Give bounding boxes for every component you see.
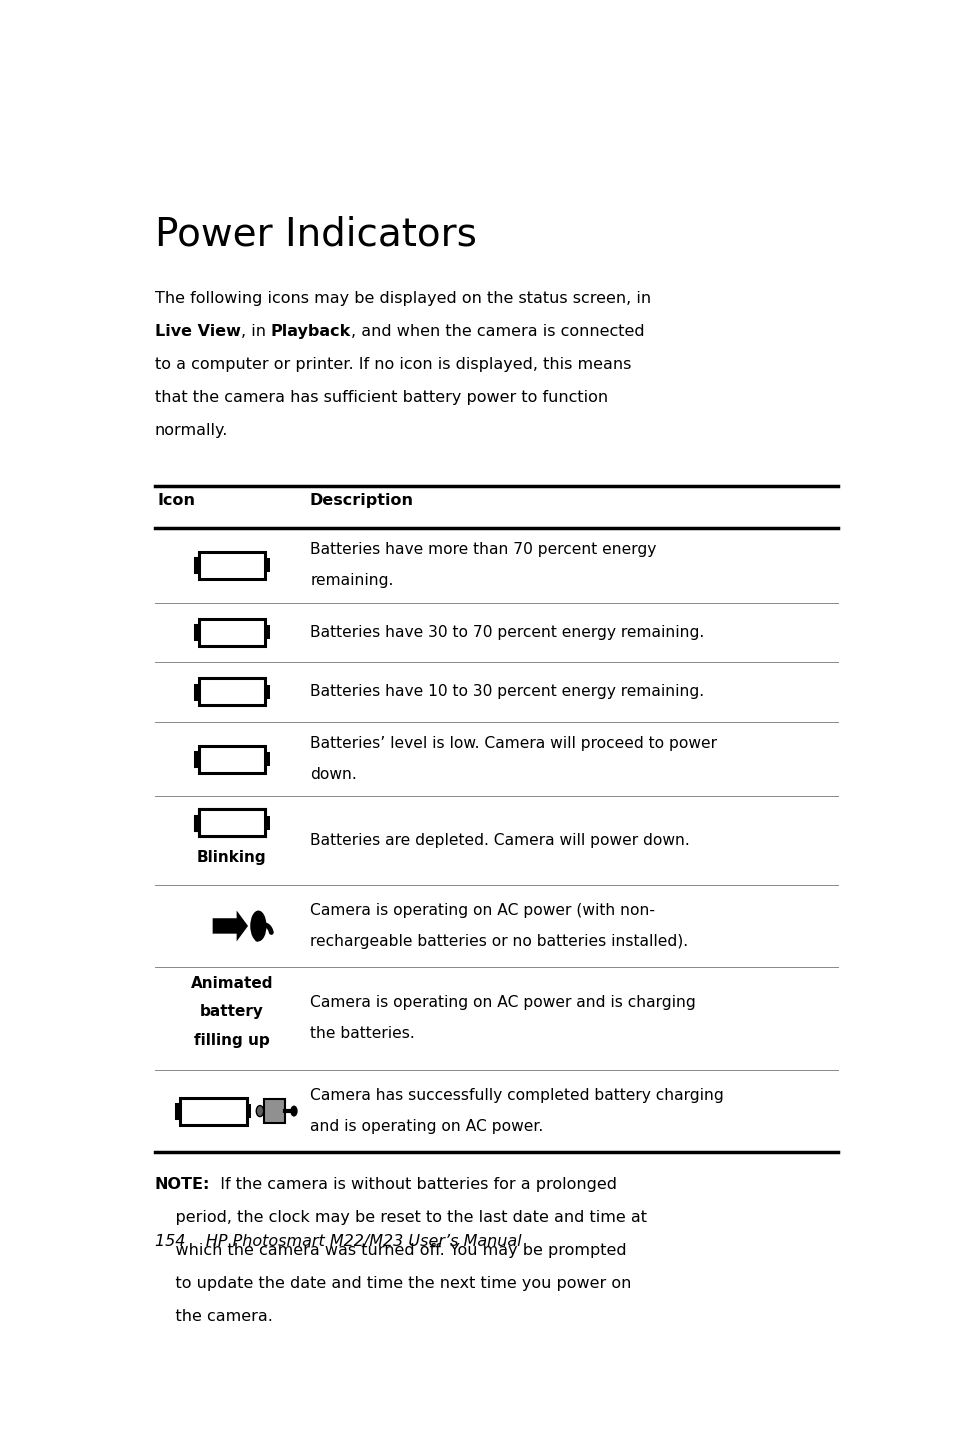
Text: period, the clock may be reset to the last date and time at: period, the clock may be reset to the la… xyxy=(154,1209,646,1225)
Text: the batteries.: the batteries. xyxy=(310,1026,415,1042)
Text: battery: battery xyxy=(200,1005,264,1019)
Bar xyxy=(180,1098,247,1125)
Text: filling up: filling up xyxy=(193,1033,270,1047)
Bar xyxy=(265,816,270,830)
Text: that the camera has sufficient battery power to function: that the camera has sufficient battery p… xyxy=(154,389,607,405)
Text: and is operating on AC power.: and is operating on AC power. xyxy=(310,1119,543,1133)
Text: Playback: Playback xyxy=(271,323,351,339)
Text: Blinking: Blinking xyxy=(197,850,267,866)
Bar xyxy=(194,684,198,698)
Bar xyxy=(182,1100,244,1122)
Text: Batteries have more than 70 percent energy: Batteries have more than 70 percent ener… xyxy=(310,542,657,557)
Polygon shape xyxy=(199,748,208,770)
Bar xyxy=(198,746,265,773)
Text: remaining.: remaining. xyxy=(310,572,394,588)
Bar xyxy=(247,1103,251,1118)
Bar xyxy=(194,625,198,640)
Text: the camera.: the camera. xyxy=(154,1309,273,1324)
Text: which the camera was turned off. You may be prompted: which the camera was turned off. You may… xyxy=(154,1242,626,1258)
Text: Batteries’ level is low. Camera will proceed to power: Batteries’ level is low. Camera will pro… xyxy=(310,736,717,751)
Text: rechargeable batteries or no batteries installed).: rechargeable batteries or no batteries i… xyxy=(310,933,688,949)
Ellipse shape xyxy=(250,910,266,942)
Text: If the camera is without batteries for a prolonged: If the camera is without batteries for a… xyxy=(210,1176,617,1192)
Text: , and when the camera is connected: , and when the camera is connected xyxy=(351,323,644,339)
Bar xyxy=(194,816,198,830)
Bar xyxy=(198,810,265,837)
Text: , in: , in xyxy=(240,323,271,339)
Bar xyxy=(265,816,270,830)
Text: to update the date and time the next time you power on: to update the date and time the next tim… xyxy=(154,1276,631,1291)
Polygon shape xyxy=(201,681,222,703)
Bar xyxy=(176,1103,180,1118)
Text: Batteries are depleted. Camera will power down.: Batteries are depleted. Camera will powe… xyxy=(310,833,690,847)
Text: Animated: Animated xyxy=(191,976,273,990)
Text: normally.: normally. xyxy=(154,424,228,438)
Bar xyxy=(265,684,270,698)
Bar xyxy=(201,555,263,575)
Text: Camera has successfully completed battery charging: Camera has successfully completed batter… xyxy=(310,1088,723,1103)
Text: Description: Description xyxy=(309,494,413,508)
Bar xyxy=(194,558,198,572)
Bar xyxy=(198,618,265,645)
Text: Camera is operating on AC power (with non-: Camera is operating on AC power (with no… xyxy=(310,903,655,917)
Text: to a computer or printer. If no icon is displayed, this means: to a computer or printer. If no icon is … xyxy=(154,356,631,372)
Circle shape xyxy=(290,1106,297,1116)
Bar xyxy=(198,678,265,705)
Text: 154    HP Photosmart M22/M23 User’s Manual: 154 HP Photosmart M22/M23 User’s Manual xyxy=(154,1235,521,1249)
Polygon shape xyxy=(201,622,245,643)
Text: Batteries have 10 to 30 percent energy remaining.: Batteries have 10 to 30 percent energy r… xyxy=(310,684,704,700)
Bar xyxy=(265,751,270,766)
Circle shape xyxy=(256,1106,263,1116)
Bar xyxy=(265,558,270,572)
Bar xyxy=(265,625,270,640)
Text: Icon: Icon xyxy=(157,494,195,508)
Text: Camera is operating on AC power and is charging: Camera is operating on AC power and is c… xyxy=(310,996,696,1010)
Text: NOTE:: NOTE: xyxy=(154,1176,210,1192)
Text: down.: down. xyxy=(310,767,356,781)
Bar xyxy=(198,551,265,578)
Bar xyxy=(194,751,198,766)
Text: Batteries have 30 to 70 percent energy remaining.: Batteries have 30 to 70 percent energy r… xyxy=(310,624,704,640)
Text: Live View: Live View xyxy=(154,323,240,339)
Bar xyxy=(264,1099,285,1123)
Bar xyxy=(194,816,198,830)
Bar xyxy=(198,810,265,837)
Text: The following icons may be displayed on the status screen, in: The following icons may be displayed on … xyxy=(154,290,650,306)
Polygon shape xyxy=(213,910,248,942)
Text: Power Indicators: Power Indicators xyxy=(154,216,476,253)
